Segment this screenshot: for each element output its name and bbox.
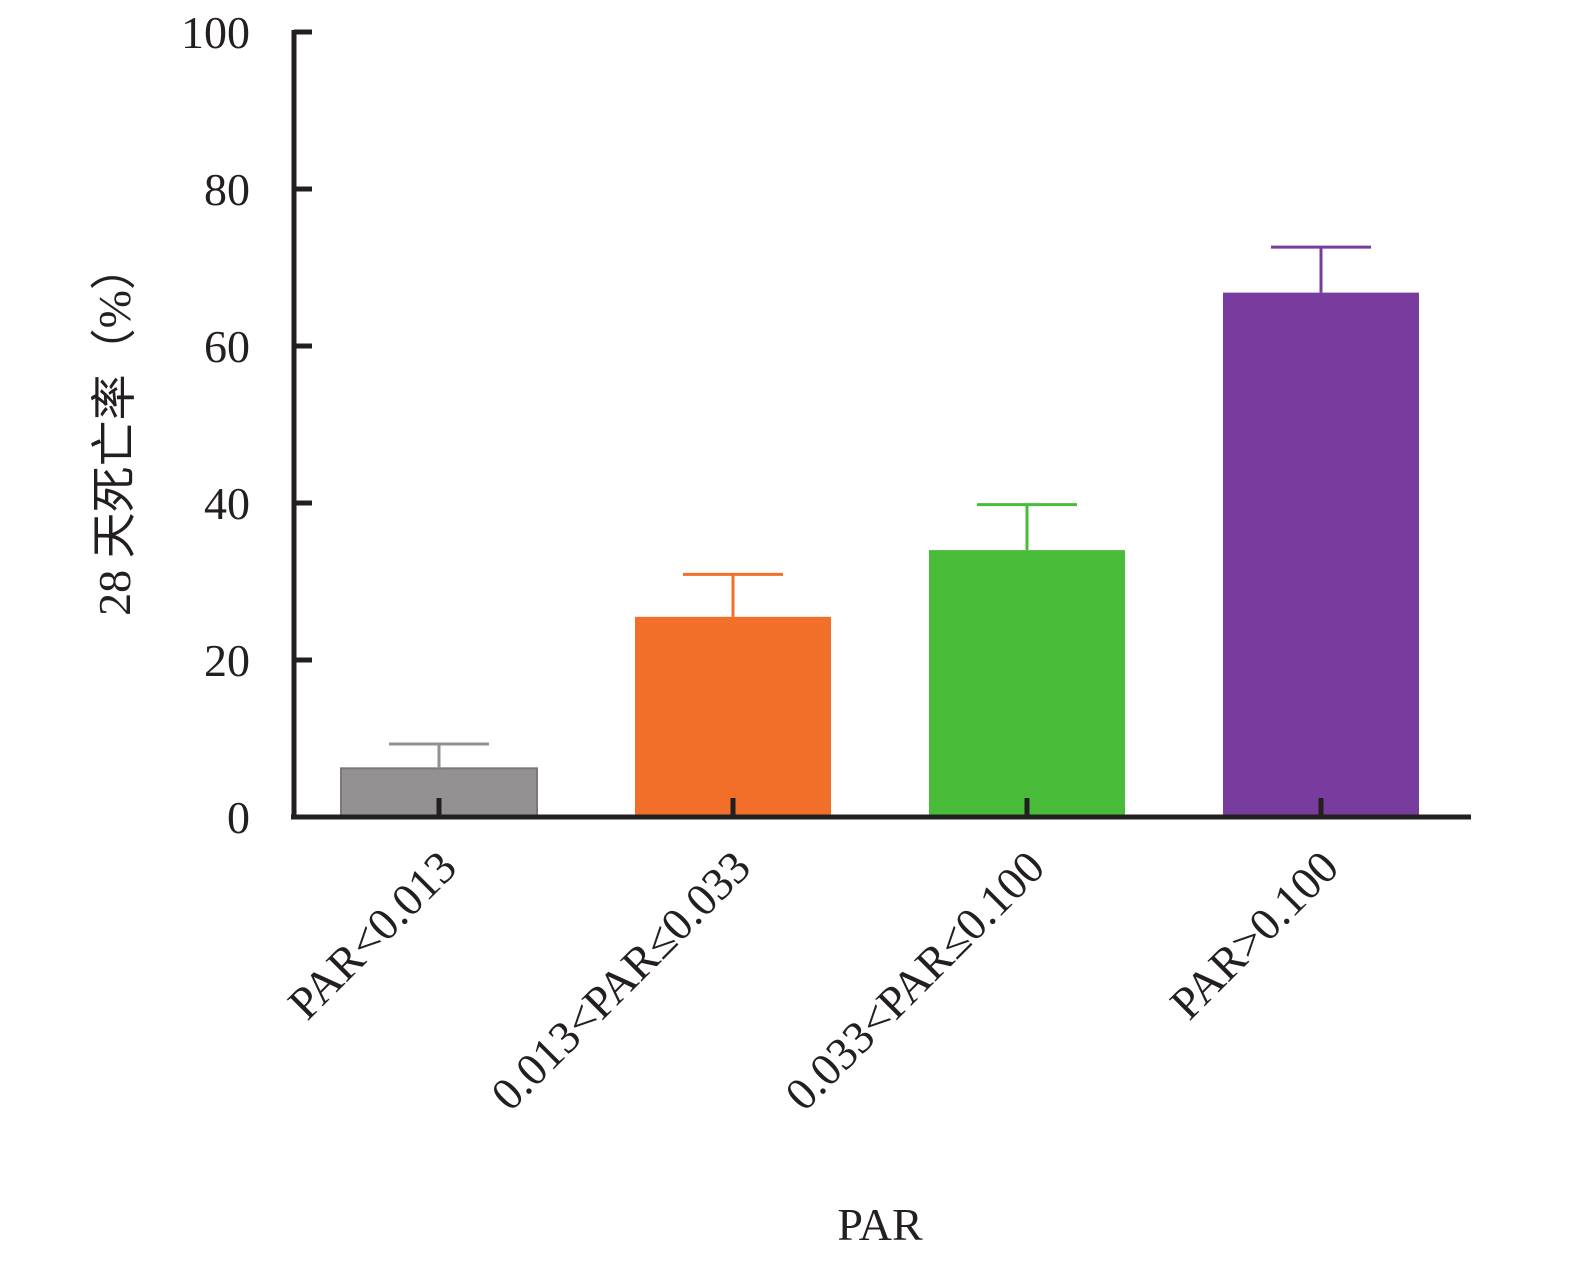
x-axis-title: PAR: [837, 1199, 923, 1250]
bar-3: [929, 550, 1125, 817]
y-tick-label-60: 60: [204, 321, 250, 372]
y-tick-label-100: 100: [181, 7, 250, 58]
y-tick-label-0: 0: [227, 792, 250, 843]
y-tick-label-40: 40: [204, 478, 250, 529]
error-bars-group: [389, 245, 1371, 769]
bars-group: [340, 292, 1419, 819]
x-tick-label-3: 0.033<PAR≤0.100: [775, 841, 1054, 1120]
bar-4: [1223, 292, 1419, 817]
x-tick-label-4: PAR>0.100: [1160, 841, 1348, 1029]
bar-2: [635, 616, 831, 817]
x-tick-label-2: 0.013<PAR≤0.033: [481, 841, 760, 1120]
y-axis-title: 28 天死亡率（%）: [89, 244, 140, 616]
y-tick-label-80: 80: [204, 164, 250, 215]
x-ticks-group: PAR<0.013 0.013<PAR≤0.033 0.033<PAR≤0.100 P…: [278, 798, 1348, 1120]
x-tick-label-1: PAR<0.013: [278, 841, 466, 1029]
y-tick-label-20: 20: [204, 635, 250, 686]
y-ticks-group: 0 20 40 60 80 100: [181, 7, 312, 843]
